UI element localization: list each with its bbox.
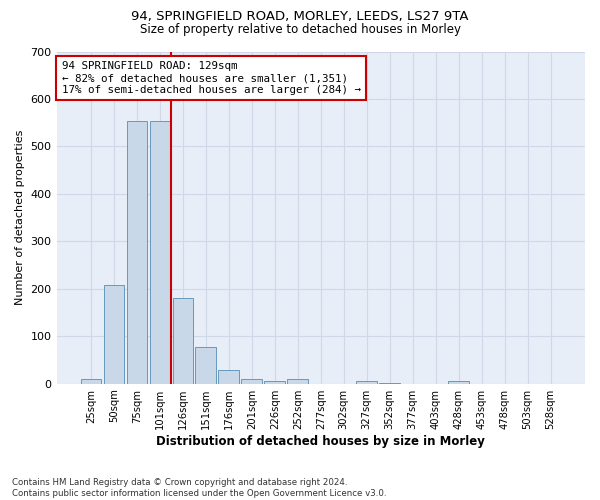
- Bar: [265, 381, 285, 384]
- X-axis label: Distribution of detached houses by size in Morley: Distribution of detached houses by size …: [157, 434, 485, 448]
- Text: 94, SPRINGFIELD ROAD, MORLEY, LEEDS, LS27 9TA: 94, SPRINGFIELD ROAD, MORLEY, LEEDS, LS2…: [131, 10, 469, 23]
- Bar: [104, 286, 124, 384]
- Bar: [173, 298, 193, 384]
- Bar: [218, 370, 239, 384]
- Bar: [241, 379, 262, 384]
- Bar: [287, 379, 308, 384]
- Bar: [127, 122, 147, 384]
- Y-axis label: Number of detached properties: Number of detached properties: [15, 130, 25, 306]
- Text: 94 SPRINGFIELD ROAD: 129sqm
← 82% of detached houses are smaller (1,351)
17% of : 94 SPRINGFIELD ROAD: 129sqm ← 82% of det…: [62, 62, 361, 94]
- Bar: [149, 122, 170, 384]
- Text: Contains HM Land Registry data © Crown copyright and database right 2024.
Contai: Contains HM Land Registry data © Crown c…: [12, 478, 386, 498]
- Bar: [448, 382, 469, 384]
- Bar: [80, 379, 101, 384]
- Bar: [196, 346, 216, 384]
- Text: Size of property relative to detached houses in Morley: Size of property relative to detached ho…: [139, 22, 461, 36]
- Bar: [356, 382, 377, 384]
- Bar: [379, 383, 400, 384]
